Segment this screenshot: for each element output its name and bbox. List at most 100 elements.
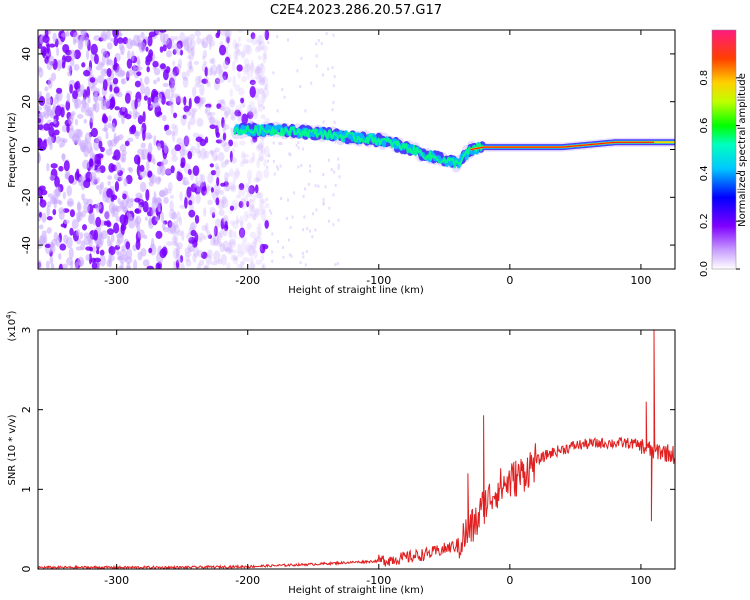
spectrogram-speckle	[309, 169, 312, 173]
spectrogram-noise-blob	[126, 248, 133, 260]
spectrogram-noise-blob	[196, 37, 201, 45]
spectrogram-noise-blob	[229, 100, 236, 108]
spectrogram-noise-blob	[134, 208, 140, 214]
spectrogram-noise-blob	[263, 50, 268, 60]
spectrogram-speckle	[327, 67, 330, 71]
spectrogram-noise-blob	[128, 110, 133, 116]
spectrogram-noise-blob	[106, 67, 112, 78]
spectrogram-noise-blob	[256, 43, 262, 52]
spectrogram-noise-blob	[164, 168, 172, 175]
spectrogram-noise-blob	[191, 107, 198, 113]
spectrogram-noise-blob	[249, 85, 256, 98]
spectrogram-noise-blob	[261, 204, 266, 216]
spectrogram-noise-blob	[172, 241, 178, 247]
spectrogram-noise-blob	[134, 98, 138, 110]
spectrogram-noise-blob	[229, 150, 233, 163]
spectrogram-noise-blob	[199, 97, 204, 107]
spectrogram-noise-blob	[172, 49, 177, 55]
spectrogram-noise-blob	[179, 255, 184, 263]
spectrogram-noise-blob	[246, 222, 252, 230]
spectrogram-noise-blob	[116, 238, 121, 248]
snr-series	[38, 330, 675, 569]
spectrogram-noise-blob	[239, 198, 246, 203]
spectrogram-noise-blob	[140, 83, 145, 95]
spectrogram-noise-blob	[244, 184, 251, 193]
spectrogram-noise-blob	[142, 259, 150, 267]
spectrogram-noise-blob	[231, 249, 238, 254]
spectrogram-noise-blob	[83, 69, 91, 77]
spectrogram-noise-blob	[68, 174, 75, 184]
spectrogram-noise-blob	[171, 81, 176, 86]
spectrogram-noise-blob	[198, 237, 203, 243]
spectrogram-noise-blob	[217, 152, 225, 162]
spectrogram-noise-blob	[241, 113, 248, 125]
spectrogram-noise-blob	[121, 245, 126, 252]
spectrogram-noise-blob	[158, 190, 165, 198]
spectrogram-speckle	[310, 81, 313, 85]
spectrogram-noise-blob	[217, 30, 221, 37]
spectrogram-noise-blob	[130, 197, 135, 203]
spectrogram-noise-blob	[264, 30, 270, 41]
spectrogram-noise-blob	[113, 173, 119, 181]
spectrogram-noise-blob	[200, 38, 205, 46]
spectrogram-noise-blob	[254, 66, 261, 77]
spectrogram-noise-blob	[174, 144, 182, 152]
spectrogram-noise-blob	[234, 55, 239, 63]
spectrogram-speckle	[273, 172, 276, 176]
snr-y-tick-label: 0	[20, 566, 33, 573]
spectrogram-noise-blob	[206, 68, 213, 76]
spectrogram-noise-blob	[160, 211, 165, 223]
spectrogram-noise-blob	[52, 208, 57, 216]
spectrogram-speckle	[337, 157, 340, 161]
spectrogram-noise-blob	[229, 98, 235, 109]
spectrogram-noise-blob	[162, 221, 166, 231]
spectrogram-noise-blob	[104, 210, 111, 221]
spectrogram-noise-blob	[81, 62, 86, 68]
spectrogram-noise-blob	[156, 77, 161, 82]
spectrogram-noise-blob	[161, 114, 167, 122]
spectrogram-noise-blob	[228, 108, 232, 115]
spectrogram-noise-blob	[100, 181, 105, 190]
spectrogram-noise-blob	[192, 86, 197, 98]
spectrogram-noise-blob	[147, 134, 153, 140]
spectrogram-noise-blob	[167, 38, 175, 45]
spectrogram-speckle	[288, 253, 291, 257]
spectrogram-noise-blob	[232, 221, 239, 230]
spectrogram-noise-blob	[68, 247, 74, 260]
spectrogram-noise-blob	[172, 66, 180, 77]
snr-x-label: Height of straight line (km)	[288, 585, 424, 596]
spectrogram-speckle	[314, 184, 317, 188]
spectrogram-noise-blob	[125, 265, 131, 269]
spectrogram-noise-blob	[63, 234, 69, 244]
spectrogram-noise-blob	[192, 252, 197, 263]
spectrogram-noise-blob	[42, 34, 50, 44]
snr-x-axis: -300 -200 -100 0 100	[104, 330, 651, 587]
spectrogram-noise-blob	[127, 137, 134, 143]
spectrogram-noise-blob	[247, 104, 252, 114]
spectrogram-noise-blob	[214, 188, 220, 196]
spectrogram-noise-blob	[244, 64, 249, 70]
spectrogram-noise-blob	[234, 167, 240, 180]
spectrogram-noise-blob	[185, 259, 192, 267]
spectrogram-speckle	[304, 187, 307, 191]
spectrogram-noise-blob	[110, 96, 115, 107]
spectrogram-noise-blob	[260, 94, 266, 100]
spectrogram-noise-blob	[156, 111, 163, 116]
spectrogram-noise-blob	[229, 238, 237, 249]
spectrogram-speckle	[308, 229, 311, 233]
spectrogram-speckle	[266, 159, 269, 163]
spectrogram-noise-blob	[208, 116, 215, 125]
spectrogram-noise-blob	[220, 253, 227, 266]
spectrogram-noise-blob	[222, 122, 227, 134]
spectrogram-noise-blob	[254, 74, 261, 80]
spectrogram-noise-blob	[244, 63, 251, 73]
spectrogram-speckle	[322, 120, 325, 124]
spectrogram-noise-blob	[152, 157, 156, 165]
spectrogram-speckle	[305, 250, 308, 254]
spectrogram-noise-blob	[54, 105, 62, 117]
snr-x-tick-label: -300	[104, 574, 129, 587]
spectrogram-noise-blob	[145, 46, 149, 52]
spectrogram-noise-blob	[125, 241, 131, 250]
spectrogram-noise-blob	[250, 107, 257, 116]
spectrogram-noise-blob	[185, 254, 190, 262]
